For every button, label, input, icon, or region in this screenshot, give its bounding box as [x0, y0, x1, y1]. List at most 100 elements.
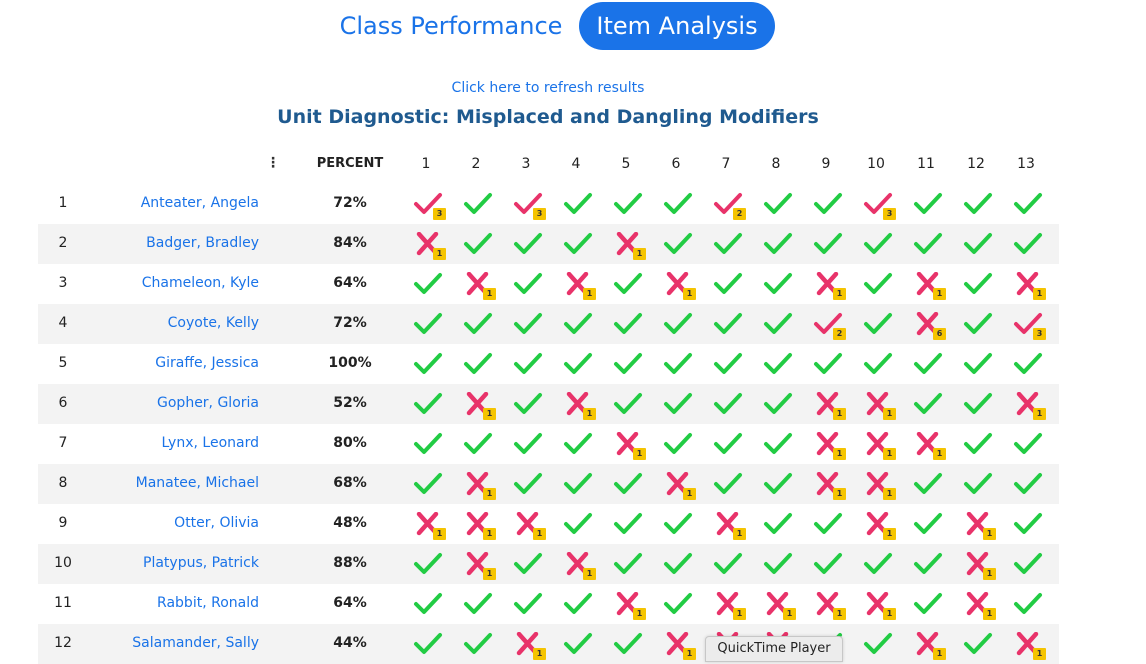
- incorrect-cross-icon[interactable]: 1: [661, 630, 696, 660]
- percent-header[interactable]: PERCENT: [316, 156, 384, 171]
- student-name-link[interactable]: Badger, Bradley: [146, 235, 259, 251]
- correct-check-icon[interactable]: [811, 510, 845, 540]
- correct-check-icon[interactable]: [411, 390, 445, 420]
- correct-check-icon[interactable]: [511, 550, 545, 580]
- correct-check-icon[interactable]: [611, 510, 645, 540]
- correct-check-icon[interactable]: [761, 230, 795, 260]
- student-name-link[interactable]: Coyote, Kelly: [167, 315, 259, 331]
- question-header[interactable]: 9: [821, 156, 831, 172]
- correct-check-icon[interactable]: [611, 550, 645, 580]
- student-name-link[interactable]: Chameleon, Kyle: [141, 275, 259, 291]
- correct-check-icon[interactable]: [661, 390, 695, 420]
- correct-check-icon[interactable]: [761, 350, 795, 380]
- correct-check-icon[interactable]: [1011, 350, 1045, 380]
- correct-check-icon[interactable]: [861, 270, 895, 300]
- incorrect-cross-icon[interactable]: 1: [961, 590, 996, 620]
- incorrect-cross-icon[interactable]: 1: [561, 550, 596, 580]
- correct-check-icon[interactable]: [461, 590, 495, 620]
- incorrect-cross-icon[interactable]: 1: [511, 510, 546, 540]
- correct-check-icon[interactable]: [661, 190, 695, 220]
- correct-check-icon[interactable]: [511, 470, 545, 500]
- correct-check-icon[interactable]: [961, 190, 995, 220]
- correct-check-icon[interactable]: [611, 310, 645, 340]
- incorrect-cross-icon[interactable]: 1: [811, 390, 846, 420]
- correct-check-icon[interactable]: [561, 630, 595, 660]
- correct-check-icon[interactable]: [1011, 430, 1045, 460]
- correct-check-icon[interactable]: [611, 630, 645, 660]
- correct-check-icon[interactable]: [911, 190, 945, 220]
- correct-check-icon[interactable]: [911, 470, 945, 500]
- correct-check-icon[interactable]: [711, 470, 745, 500]
- question-header[interactable]: 8: [771, 156, 781, 172]
- correct-check-icon[interactable]: [961, 470, 995, 500]
- incorrect-cross-icon[interactable]: 1: [611, 430, 646, 460]
- correct-check-icon[interactable]: [861, 350, 895, 380]
- student-name-link[interactable]: Salamander, Sally: [132, 635, 259, 651]
- correct-check-icon[interactable]: [561, 350, 595, 380]
- incorrect-cross-icon[interactable]: 1: [411, 510, 446, 540]
- refresh-results-link[interactable]: Click here to refresh results: [451, 80, 645, 96]
- incorrect-cross-icon[interactable]: 1: [861, 430, 896, 460]
- incorrect-cross-icon[interactable]: 1: [911, 270, 946, 300]
- partial-check-icon[interactable]: 3: [511, 190, 546, 220]
- correct-check-icon[interactable]: [461, 230, 495, 260]
- correct-check-icon[interactable]: [661, 510, 695, 540]
- incorrect-cross-icon[interactable]: 1: [761, 590, 796, 620]
- question-header[interactable]: 7: [721, 156, 731, 172]
- incorrect-cross-icon[interactable]: 1: [861, 390, 896, 420]
- incorrect-cross-icon[interactable]: 1: [861, 510, 896, 540]
- correct-check-icon[interactable]: [911, 510, 945, 540]
- correct-check-icon[interactable]: [411, 350, 445, 380]
- correct-check-icon[interactable]: [811, 190, 845, 220]
- correct-check-icon[interactable]: [1011, 510, 1045, 540]
- correct-check-icon[interactable]: [761, 470, 795, 500]
- correct-check-icon[interactable]: [961, 310, 995, 340]
- correct-check-icon[interactable]: [811, 230, 845, 260]
- question-header[interactable]: 13: [1017, 156, 1035, 172]
- tab-class-performance[interactable]: Class Performance: [339, 12, 563, 40]
- student-name-link[interactable]: Otter, Olivia: [174, 515, 259, 531]
- correct-check-icon[interactable]: [961, 630, 995, 660]
- student-name-link[interactable]: Anteater, Angela: [140, 195, 259, 211]
- incorrect-cross-icon[interactable]: 1: [961, 550, 996, 580]
- question-header[interactable]: 3: [521, 156, 531, 172]
- correct-check-icon[interactable]: [411, 470, 445, 500]
- incorrect-cross-icon[interactable]: 1: [711, 510, 746, 540]
- incorrect-cross-icon[interactable]: 1: [1011, 270, 1046, 300]
- question-header[interactable]: 11: [917, 156, 935, 172]
- partial-check-icon[interactable]: 3: [861, 190, 896, 220]
- correct-check-icon[interactable]: [961, 390, 995, 420]
- incorrect-cross-icon[interactable]: 1: [461, 550, 496, 580]
- correct-check-icon[interactable]: [561, 510, 595, 540]
- correct-check-icon[interactable]: [911, 350, 945, 380]
- partial-check-icon[interactable]: 2: [811, 310, 846, 340]
- correct-check-icon[interactable]: [761, 550, 795, 580]
- incorrect-cross-icon[interactable]: 1: [811, 590, 846, 620]
- correct-check-icon[interactable]: [511, 270, 545, 300]
- incorrect-cross-icon[interactable]: 1: [911, 430, 946, 460]
- correct-check-icon[interactable]: [1011, 470, 1045, 500]
- incorrect-cross-icon[interactable]: 1: [461, 470, 496, 500]
- correct-check-icon[interactable]: [911, 590, 945, 620]
- correct-check-icon[interactable]: [511, 590, 545, 620]
- correct-check-icon[interactable]: [411, 550, 445, 580]
- correct-check-icon[interactable]: [861, 630, 895, 660]
- correct-check-icon[interactable]: [561, 590, 595, 620]
- student-name-link[interactable]: Gopher, Gloria: [157, 395, 259, 411]
- correct-check-icon[interactable]: [611, 390, 645, 420]
- correct-check-icon[interactable]: [1011, 590, 1045, 620]
- correct-check-icon[interactable]: [711, 270, 745, 300]
- incorrect-cross-icon[interactable]: 1: [811, 270, 846, 300]
- incorrect-cross-icon[interactable]: 1: [661, 470, 696, 500]
- correct-check-icon[interactable]: [1011, 190, 1045, 220]
- correct-check-icon[interactable]: [861, 230, 895, 260]
- vertical-dots-icon[interactable]: ⋮: [266, 155, 280, 171]
- correct-check-icon[interactable]: [861, 550, 895, 580]
- question-header[interactable]: 1: [421, 156, 431, 172]
- correct-check-icon[interactable]: [611, 350, 645, 380]
- student-name-link[interactable]: Platypus, Patrick: [143, 555, 259, 571]
- correct-check-icon[interactable]: [761, 430, 795, 460]
- incorrect-cross-icon[interactable]: 1: [811, 470, 846, 500]
- partial-check-icon[interactable]: 3: [1011, 310, 1046, 340]
- correct-check-icon[interactable]: [411, 430, 445, 460]
